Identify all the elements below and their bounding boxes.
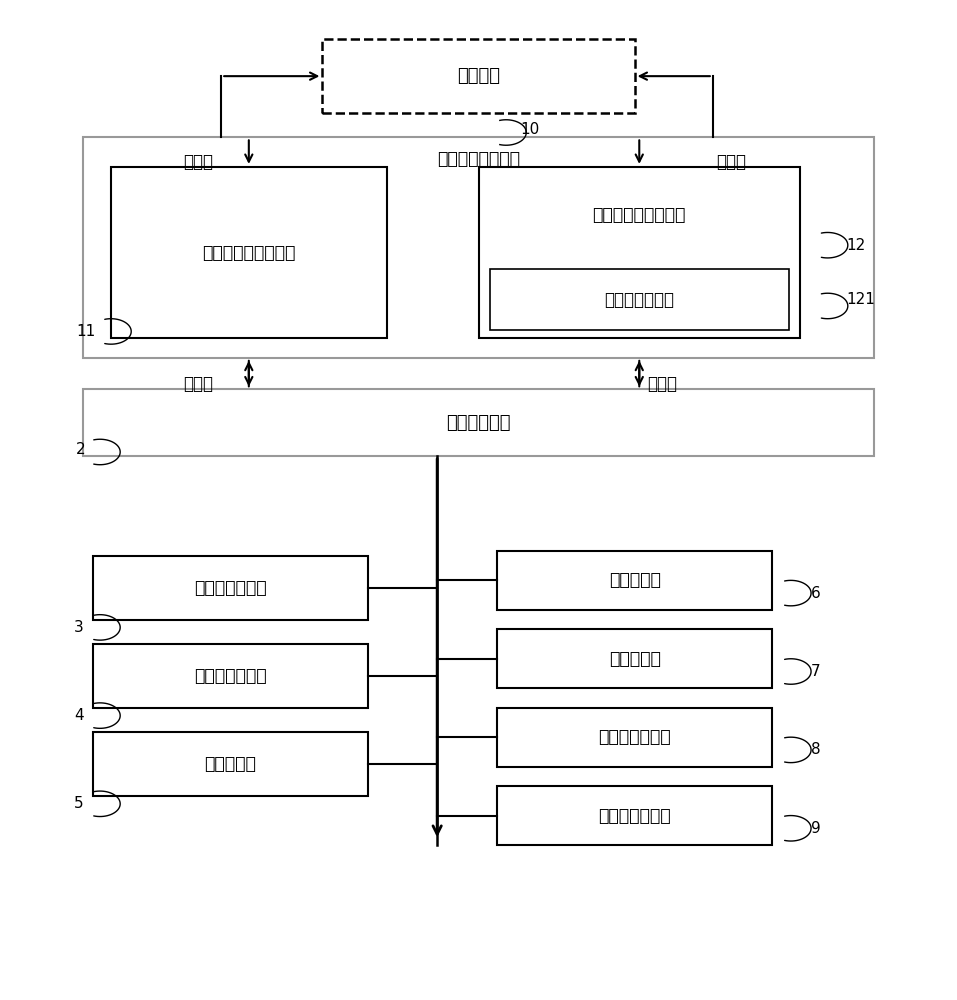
Text: 门禁子系统: 门禁子系统: [609, 650, 660, 668]
Text: 9: 9: [812, 821, 821, 836]
Bar: [93, 732, 368, 796]
Text: 2: 2: [77, 442, 86, 457]
Text: 8: 8: [812, 742, 821, 757]
Bar: [111, 167, 387, 338]
Text: 因特网: 因特网: [184, 153, 213, 171]
Text: 12: 12: [846, 238, 865, 253]
Text: 安防子系统: 安防子系统: [609, 571, 660, 589]
Text: 5: 5: [75, 796, 84, 811]
Text: 局域网: 局域网: [716, 153, 746, 171]
Text: 家电控制子系统: 家电控制子系统: [194, 667, 267, 685]
Text: 6: 6: [812, 586, 821, 601]
Text: 因特网: 因特网: [184, 375, 213, 393]
Text: 监控子系统: 监控子系统: [205, 755, 256, 773]
Text: 节能控制子系统: 节能控制子系统: [598, 807, 671, 825]
Bar: [490, 269, 789, 330]
Text: 7: 7: [812, 664, 821, 679]
Text: 在线状态寄存器: 在线状态寄存器: [604, 291, 675, 309]
Bar: [478, 167, 800, 338]
Text: 4: 4: [75, 708, 84, 723]
Text: 控制终端: 控制终端: [457, 67, 500, 85]
Bar: [323, 39, 634, 113]
Text: 11: 11: [77, 324, 96, 339]
Text: 前端总控单元: 前端总控单元: [446, 414, 511, 432]
Text: 121: 121: [846, 292, 875, 307]
Text: 局域网: 局域网: [647, 375, 678, 393]
Text: 车库管理子系统: 车库管理子系统: [598, 728, 671, 746]
Bar: [83, 137, 874, 358]
Bar: [497, 708, 772, 767]
Bar: [93, 644, 368, 708]
Bar: [83, 389, 874, 456]
Text: 3: 3: [75, 620, 84, 635]
Bar: [497, 551, 772, 610]
Bar: [497, 629, 772, 688]
Text: 10: 10: [520, 122, 539, 137]
Text: 云端存储中转服务器: 云端存储中转服务器: [202, 244, 296, 262]
Text: 环境监控子系统: 环境监控子系统: [194, 579, 267, 597]
Text: 储存中转服务单元: 储存中转服务单元: [437, 150, 520, 168]
Text: 本地存储中转服务器: 本地存储中转服务器: [592, 206, 686, 224]
Bar: [93, 556, 368, 620]
Bar: [497, 786, 772, 845]
